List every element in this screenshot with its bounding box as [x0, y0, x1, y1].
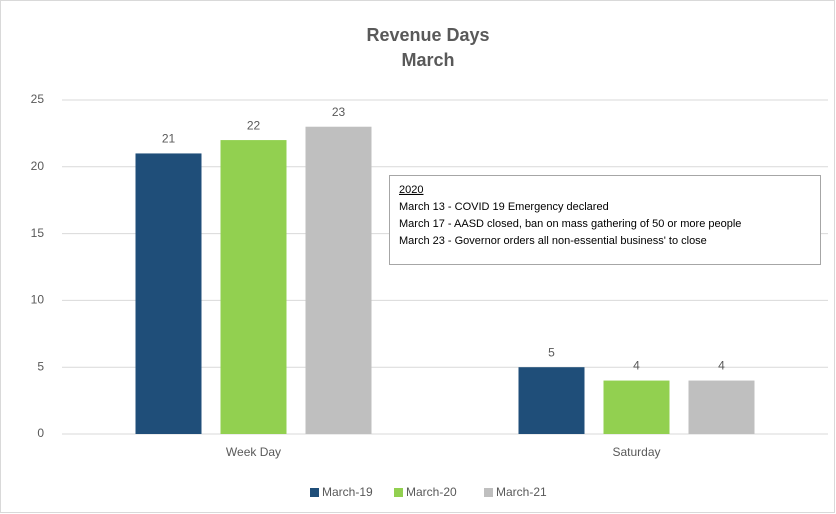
y-tick-label: 15: [31, 226, 45, 240]
chart-title: Revenue Days: [366, 25, 489, 45]
y-tick-label: 25: [31, 92, 45, 106]
data-label: 22: [247, 118, 261, 132]
legend-label: March-20: [406, 485, 457, 499]
x-tick-label: Saturday: [612, 445, 660, 459]
data-label: 4: [718, 359, 725, 373]
y-tick-label: 10: [31, 293, 45, 307]
y-tick-label: 5: [37, 359, 44, 373]
legend-label: March-19: [322, 485, 373, 499]
bar: [518, 367, 585, 434]
data-label: 23: [332, 105, 346, 119]
bar: [220, 140, 287, 434]
legend-swatch: [484, 488, 493, 497]
y-tick-label: 0: [37, 426, 44, 440]
bar: [603, 380, 670, 434]
bar: [305, 126, 372, 434]
chart-subtitle: March: [401, 50, 454, 70]
legend-swatch: [310, 488, 319, 497]
y-tick-label: 20: [31, 159, 45, 173]
legend-label: March-21: [496, 485, 547, 499]
annotation-box: [389, 175, 821, 265]
data-label: 21: [162, 132, 176, 146]
data-label: 5: [548, 345, 555, 359]
x-tick-label: Week Day: [226, 445, 281, 459]
annotation-line: March 17 - AASD closed, ban on mass gath…: [399, 218, 741, 230]
annotation-line: March 23 - Governor orders all non-essen…: [399, 235, 707, 247]
bar: [135, 153, 202, 434]
bar: [688, 380, 755, 434]
annotation-heading: 2020: [399, 184, 423, 196]
legend-swatch: [394, 488, 403, 497]
data-label: 4: [633, 359, 640, 373]
annotation-line: March 13 - COVID 19 Emergency declared: [399, 201, 609, 213]
